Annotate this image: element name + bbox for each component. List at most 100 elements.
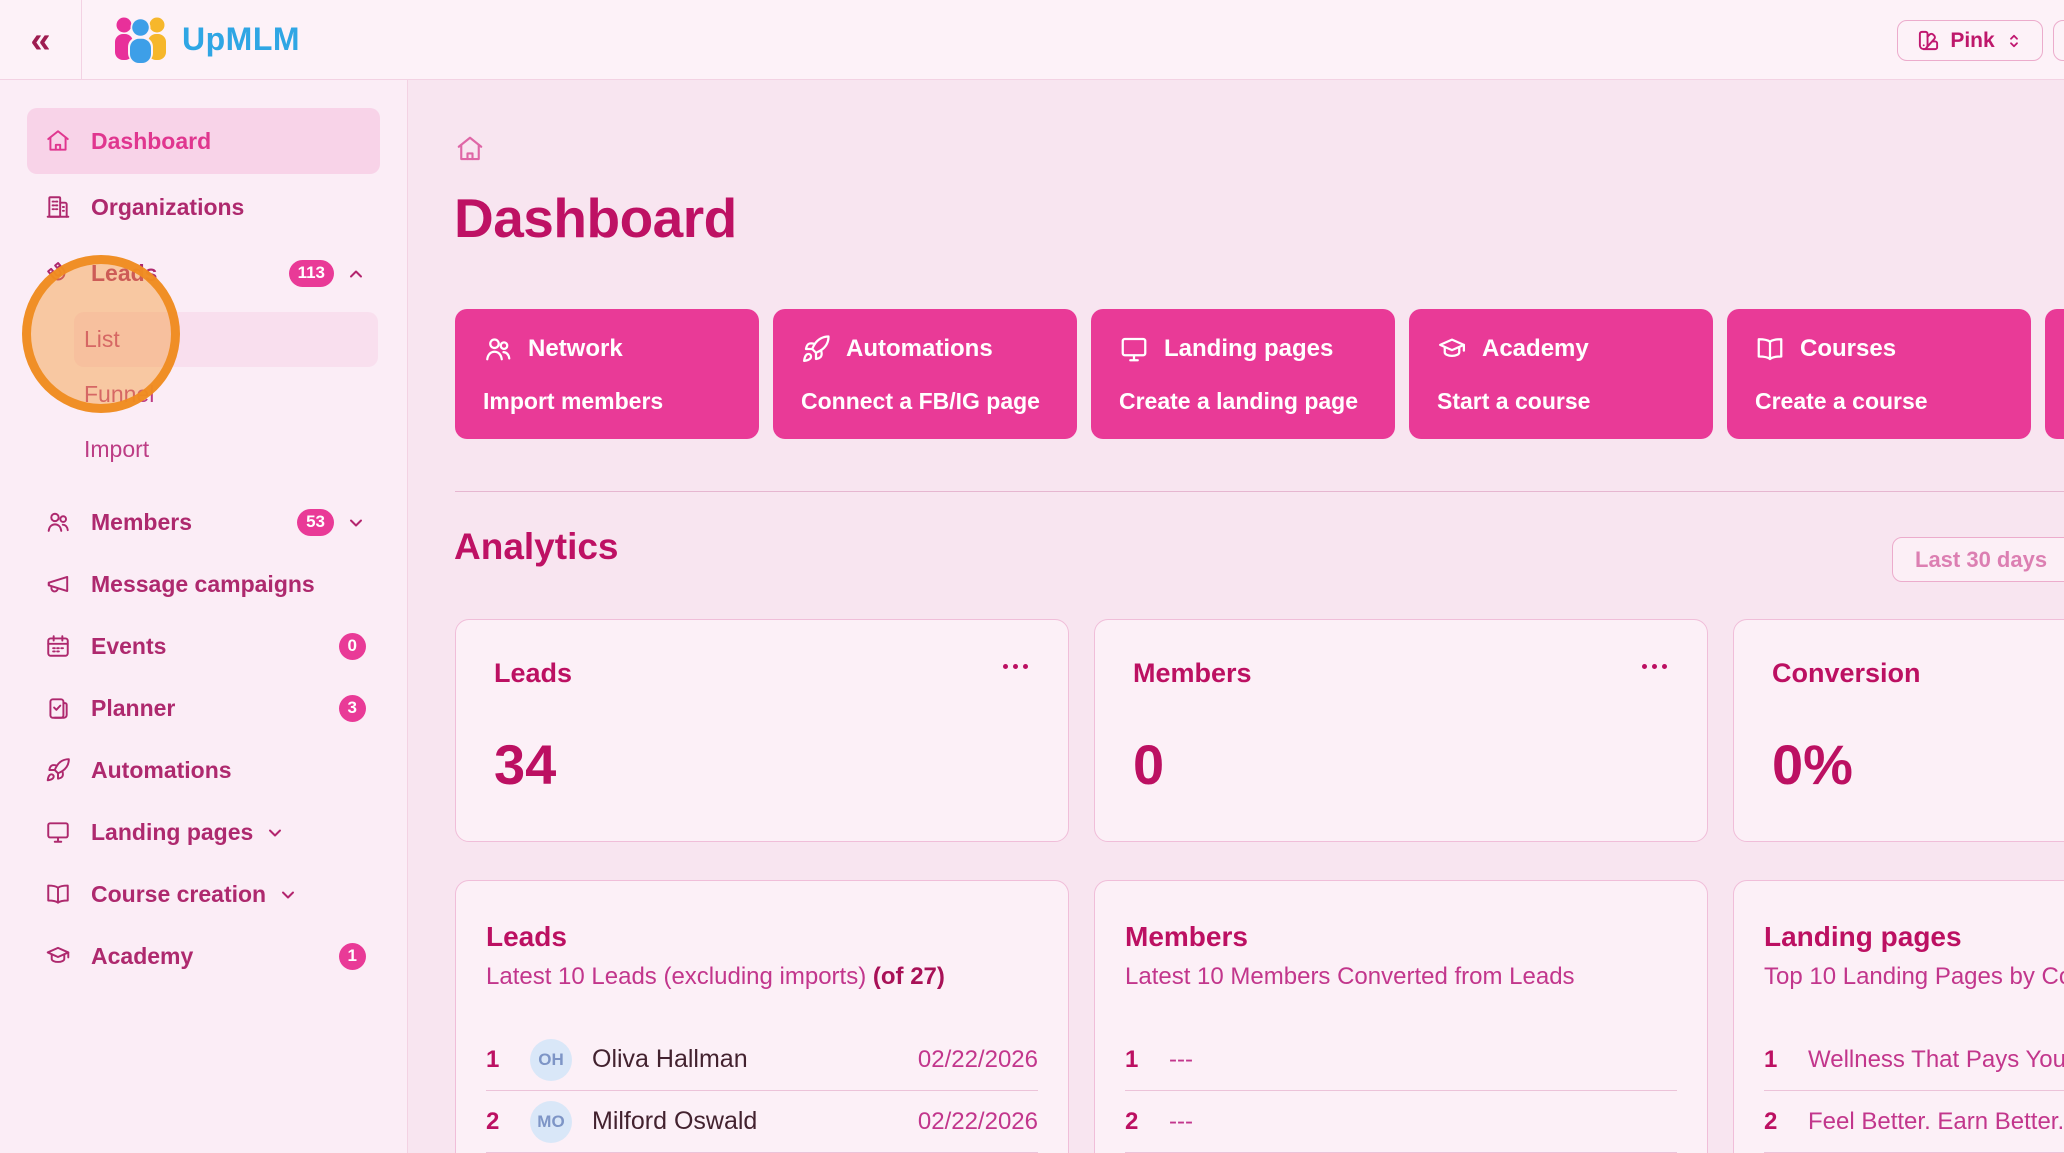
brand: UpMLM <box>112 15 300 63</box>
list-card-title: Landing pages <box>1764 921 1962 952</box>
book-open-icon <box>45 881 71 907</box>
list-card-subtitle-bold: (of 27) <box>872 963 945 990</box>
chevron-down-icon <box>278 884 298 904</box>
users-icon <box>45 509 71 535</box>
quick-action-subtitle: Create a course <box>1755 388 1928 414</box>
theme-label: Pink <box>1950 28 1995 52</box>
sidebar-item-label: Landing pages <box>91 818 254 845</box>
sidebar-subitem-list[interactable]: List <box>74 312 378 367</box>
upmlm-logo-icon <box>115 17 166 63</box>
row-number: 2 <box>1764 1107 1778 1135</box>
quick-action-courses[interactable]: Courses Create a course <box>1727 309 2031 439</box>
list-rows: 1 --- 2 --- <box>1125 1029 1677 1153</box>
page-title: Dashboard <box>454 187 737 249</box>
sidebar: Dashboard Organizations Leads 113 List Funnel… <box>0 80 408 1153</box>
sidebar-item-label: Dashboard <box>91 127 212 154</box>
count-badge: 0 <box>338 632 366 660</box>
quick-action-academy[interactable]: Academy Start a course <box>1409 309 1713 439</box>
row-number: 1 <box>1764 1045 1778 1073</box>
stat-card-value: 0 <box>1133 733 1165 796</box>
list-rows: 1 OH Oliva Hallman 02/22/2026 2 MO Milford Osw… <box>486 1029 1038 1153</box>
sidebar-item-academy[interactable]: Academy 1 <box>27 925 380 987</box>
home-icon <box>45 128 71 154</box>
list-item[interactable]: 1 Wellness That Pays You Back <box>1764 1029 2064 1091</box>
sidebar-item-label: Academy <box>91 942 194 969</box>
stat-card-title: Leads <box>494 658 573 688</box>
theme-selector-button[interactable]: Pink <box>1897 20 2043 61</box>
landing-page-link[interactable]: Feel Better. Earn Better. <box>1808 1107 2064 1135</box>
list-item[interactable]: 2 Feel Better. Earn Better. <box>1764 1091 2064 1153</box>
avatar: OH <box>530 1038 572 1081</box>
analytics-title: Analytics <box>454 526 619 567</box>
lead-date: 02/22/2026 <box>917 1045 1038 1073</box>
sidebar-item-label: Events <box>91 632 167 659</box>
count-badge: 3 <box>338 694 366 722</box>
quick-action-header: Landing pages <box>1119 334 1385 364</box>
ellipsis-menu-icon[interactable] <box>1003 664 1028 669</box>
list-item[interactable]: 2 --- <box>1125 1091 1677 1153</box>
users-icon <box>483 334 513 364</box>
row-number: 2 <box>1125 1107 1139 1135</box>
ellipsis-menu-icon[interactable] <box>1642 664 1667 669</box>
quick-action-title: Network <box>528 335 623 362</box>
empty-placeholder: --- <box>1169 1045 1193 1073</box>
lead-date: 02/22/2026 <box>917 1107 1038 1135</box>
quick-action-automations[interactable]: Automations Connect a FB/IG page <box>773 309 1077 439</box>
sidebar-item-course-creation[interactable]: Course creation <box>27 863 380 925</box>
sidebar-collapse-area: « <box>0 0 82 80</box>
quick-action-landing-pages[interactable]: Landing pages Create a landing page <box>1091 309 1395 439</box>
count-badge: 113 <box>288 259 334 287</box>
clipboard-check-icon <box>45 695 71 721</box>
sidebar-item-leads[interactable]: Leads 113 <box>27 240 380 306</box>
book-open-icon <box>1755 334 1785 364</box>
sidebar-item-label: Organizations <box>91 193 245 220</box>
date-range-filter[interactable]: Last 30 days 01/2 <box>1892 537 2064 582</box>
sidebar-item-landing-pages[interactable]: Landing pages <box>27 801 380 863</box>
sidebar-item-organizations[interactable]: Organizations <box>27 174 380 240</box>
main-content: Dashboard Network Import members Automatio… <box>408 80 2064 1153</box>
sidebar-item-automations[interactable]: Automations <box>27 739 380 801</box>
quick-action-card-cutoff[interactable] <box>2045 309 2064 439</box>
stat-card-value: 0% <box>1772 733 1853 796</box>
sidebar-item-members[interactable]: Members 53 <box>27 491 380 553</box>
quick-action-subtitle: Create a landing page <box>1119 388 1359 414</box>
avatar: MO <box>530 1100 572 1143</box>
list-item[interactable]: 1 OH Oliva Hallman 02/22/2026 <box>486 1029 1038 1091</box>
list-item[interactable]: 1 --- <box>1125 1029 1677 1091</box>
sidebar-item-planner[interactable]: Planner 3 <box>27 677 380 739</box>
sidebar-item-label: Message campaigns <box>91 570 315 597</box>
stat-card-conversion: Conversion 0% <box>1733 619 2064 842</box>
row-number: 2 <box>486 1107 500 1135</box>
sidebar-subitem-import[interactable]: Import <box>84 436 150 462</box>
sidebar-item-message-campaigns[interactable]: Message campaigns <box>27 553 380 615</box>
magnet-icon <box>45 260 71 286</box>
list-card-title: Leads <box>486 921 567 952</box>
stat-card-value: 34 <box>494 733 557 796</box>
list-card-subtitle: Top 10 Landing Pages by Convers <box>1764 963 2064 990</box>
sidebar-item-events[interactable]: Events 0 <box>27 615 380 677</box>
stat-card-title: Conversion <box>1772 658 1921 688</box>
sidebar-item-label: Planner <box>91 694 176 721</box>
monitor-icon <box>45 819 71 845</box>
graduation-cap-icon <box>45 943 71 969</box>
list-item[interactable]: 2 MO Milford Oswald 02/22/2026 <box>486 1091 1038 1153</box>
chevron-down-icon <box>265 822 285 842</box>
topbar-cutoff-button[interactable] <box>2053 20 2064 61</box>
row-number: 1 <box>1125 1045 1139 1073</box>
breadcrumb-home-icon[interactable] <box>455 134 485 164</box>
quick-action-title: Landing pages <box>1164 335 1334 362</box>
collapse-sidebar-icon[interactable]: « <box>30 19 51 60</box>
quick-action-network[interactable]: Network Import members <box>455 309 759 439</box>
quick-action-header: Network <box>483 334 749 364</box>
row-number: 1 <box>486 1045 500 1073</box>
sidebar-subitem-funnel[interactable]: Funnel <box>84 381 155 407</box>
filter-range-label: Last 30 days <box>1915 546 2048 572</box>
sidebar-item-label: Leads <box>91 259 158 286</box>
stat-card-title: Members <box>1133 658 1252 688</box>
stat-card-leads: Leads 34 <box>455 619 1069 842</box>
count-badge: 1 <box>338 942 366 970</box>
sidebar-item-dashboard[interactable]: Dashboard <box>27 108 380 174</box>
swatch-book-icon <box>1917 29 1940 52</box>
landing-page-link[interactable]: Wellness That Pays You Back <box>1808 1045 2064 1073</box>
